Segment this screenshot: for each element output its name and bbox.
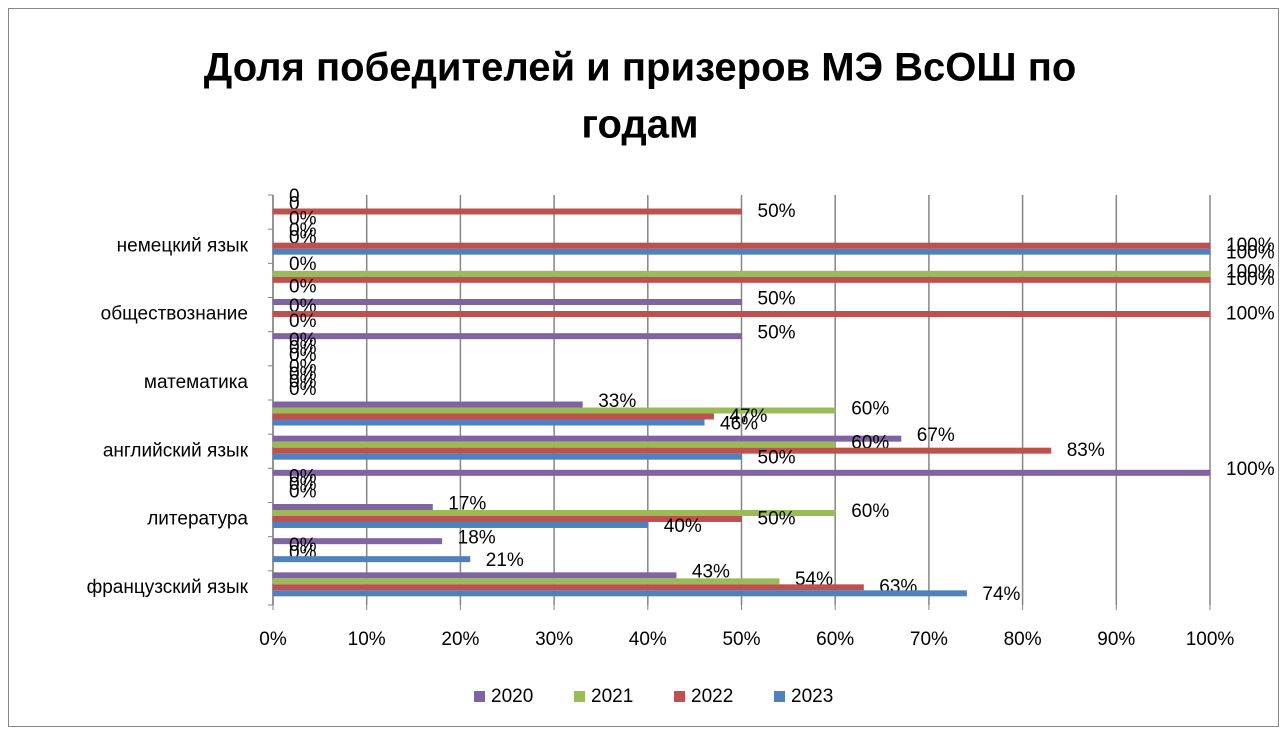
- data-label: 83%: [1067, 440, 1105, 461]
- data-label: 50%: [758, 201, 796, 222]
- data-label: 0%: [289, 254, 317, 275]
- bar: [272, 276, 1211, 283]
- bar: [272, 407, 836, 414]
- bar: [272, 572, 677, 579]
- y-tick-label: литература: [147, 509, 248, 530]
- bar: [272, 401, 583, 408]
- data-label: 0%: [289, 345, 317, 366]
- y-tick-label: обществознание: [101, 304, 248, 325]
- data-label: 40%: [664, 516, 702, 537]
- x-tick-label: 100%: [1186, 629, 1235, 650]
- data-label: 100%: [1226, 235, 1275, 256]
- data-label: 0%: [289, 474, 317, 495]
- data-label: 100%: [1226, 262, 1275, 283]
- legend-swatch: [674, 691, 685, 702]
- data-label: 100%: [1226, 242, 1275, 263]
- x-tick-label: 60%: [816, 629, 854, 650]
- bar: [272, 584, 864, 591]
- x-tick-label: 90%: [1097, 629, 1135, 650]
- data-label: 67%: [917, 425, 955, 446]
- x-tick-label: 0%: [259, 629, 287, 650]
- legend-swatch: [574, 691, 585, 702]
- x-tick-label: 30%: [535, 629, 573, 650]
- data-label: 50%: [758, 508, 796, 529]
- data-label: 0%: [289, 337, 317, 358]
- bar: [272, 538, 443, 545]
- x-tick-label: 20%: [441, 629, 479, 650]
- data-label: 100%: [1226, 303, 1275, 324]
- data-label: 47%: [729, 406, 767, 427]
- data-label: 100%: [1226, 459, 1275, 480]
- bar: [272, 435, 902, 442]
- x-tick-label: 50%: [722, 629, 760, 650]
- data-label: 0%: [289, 357, 317, 378]
- data-label: 0%: [289, 379, 317, 400]
- bar: [272, 248, 1211, 255]
- data-label: 0%: [289, 372, 317, 393]
- bar: [272, 413, 714, 420]
- data-label: 0: [289, 186, 300, 207]
- bar: [272, 556, 471, 563]
- bar: [272, 522, 649, 528]
- data-label: 0: [289, 193, 300, 214]
- bar: [272, 441, 836, 448]
- data-label: 60%: [851, 398, 889, 419]
- data-label: 0%: [289, 330, 317, 351]
- data-label: 0%: [289, 467, 317, 488]
- bar: [272, 516, 742, 522]
- bar: [272, 299, 742, 305]
- data-label: 0%: [289, 220, 317, 241]
- legend-label: 2021: [591, 686, 633, 707]
- data-label: 50%: [758, 288, 796, 309]
- x-tick-label: 40%: [629, 629, 667, 650]
- bar: [272, 510, 836, 516]
- data-label: 0%: [289, 277, 317, 298]
- data-label: 0%: [289, 311, 317, 332]
- bar: [272, 590, 967, 597]
- chart-title-continued: годам: [581, 103, 698, 147]
- legend-label: 2023: [791, 686, 833, 707]
- bar: [272, 311, 1211, 317]
- data-label: 100%: [1226, 269, 1275, 290]
- data-label: 0%: [289, 535, 317, 556]
- y-tick-label: немецкий язык: [117, 235, 249, 256]
- legend-label: 2020: [491, 686, 533, 707]
- data-label: 18%: [458, 527, 496, 548]
- legend-swatch: [774, 691, 785, 702]
- data-label: 74%: [982, 584, 1020, 605]
- data-label: 60%: [851, 501, 889, 522]
- legend-swatch: [474, 691, 485, 702]
- bar: [272, 578, 780, 585]
- bar: [272, 447, 1052, 454]
- chart-frame: [8, 8, 1279, 727]
- data-label: 0%: [289, 364, 317, 385]
- bar: [272, 333, 742, 340]
- chart-title: Доля победителей и призеров МЭ ВсОШ по: [204, 46, 1077, 90]
- data-label: 50%: [758, 322, 796, 343]
- y-tick-label: французский язык: [87, 577, 249, 598]
- data-label: 21%: [486, 550, 524, 571]
- bar: [272, 419, 705, 426]
- y-tick-label: английский язык: [103, 440, 249, 461]
- bar: [272, 504, 433, 510]
- data-label: 0%: [289, 482, 317, 503]
- x-tick-label: 10%: [348, 629, 386, 650]
- bar: [272, 453, 742, 460]
- x-tick-label: 70%: [910, 629, 948, 650]
- data-label: 50%: [758, 447, 796, 468]
- bar: [272, 242, 1211, 249]
- bar: [272, 469, 1211, 476]
- data-label: 43%: [692, 562, 730, 583]
- data-label: 17%: [448, 493, 486, 514]
- data-label: 33%: [598, 391, 636, 412]
- x-tick-label: 80%: [1004, 629, 1042, 650]
- legend-label: 2022: [691, 686, 733, 707]
- data-label: 0%: [289, 208, 317, 229]
- data-label: 46%: [720, 413, 758, 434]
- bar: [272, 270, 1211, 277]
- y-tick-label: математика: [144, 372, 249, 393]
- bar: [272, 208, 742, 215]
